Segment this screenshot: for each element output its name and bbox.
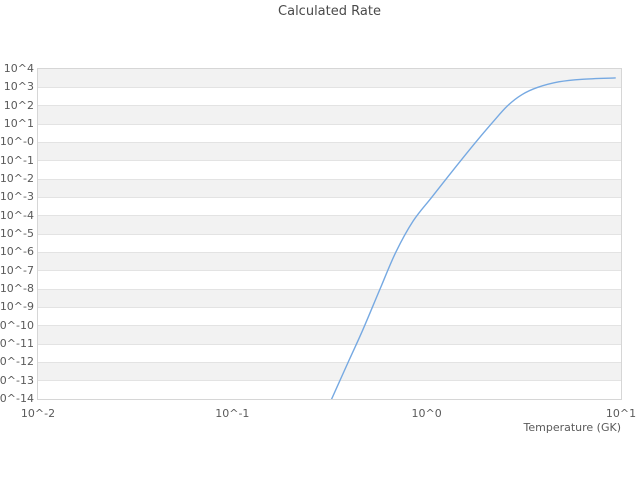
y-tick-label: 10^-13 [0,373,34,387]
gridline [38,288,621,290]
grid-band [38,344,621,363]
grid-band [38,197,621,216]
gridline [38,233,621,235]
x-tick-label: 10^1 [605,407,637,420]
rate-curve-layer [330,77,616,399]
rate-curve [330,77,616,399]
grid-band [38,289,621,308]
gridline [38,343,621,345]
gridline [38,325,621,327]
gridline [38,196,621,198]
y-tick-label: 10^-9 [0,300,34,314]
y-tick-label: 10^4 [3,62,34,75]
y-tick-label: 10^-6 [0,245,34,259]
y-tick-label: 10^-7 [0,263,34,277]
grid-band [38,270,621,289]
grid-band [38,105,621,124]
grid-band [38,124,621,143]
gridline [38,306,621,308]
y-tick-label: 10^-5 [0,227,34,240]
grid-band [38,234,621,253]
y-tick-label: 10^-2 [0,172,34,185]
gridline [38,123,621,125]
grid-band [38,142,621,161]
y-tick-label: 10^-12 [0,355,34,369]
chart-title: Calculated Rate [278,4,381,19]
gridline [38,361,621,363]
y-tick-label: 10^1 [3,117,34,130]
y-tick-label: 10^-8 [0,282,34,295]
gridline [38,215,621,217]
plot-area [37,68,622,400]
y-tick-label: 10^-3 [0,190,34,204]
y-tick-label: 10^-11 [0,337,34,350]
x-tick-label: 10^-2 [20,407,56,420]
y-tick-label: 10^-1 [0,153,34,167]
y-tick-label: 10^-4 [0,208,34,222]
x-tick-label: 10^-1 [215,407,250,420]
gridline [38,141,621,143]
gridline [38,178,621,180]
grid-band [38,87,621,106]
x-axis-title: Temperature (GK) [523,421,622,434]
gridline [38,270,621,272]
grid-band [38,69,621,88]
grid-band [38,362,621,381]
y-tick-label: 10^-14 [0,392,34,405]
grid-band [38,325,621,344]
grid-band [38,160,621,179]
gridline [38,380,621,382]
grid-band [38,215,621,234]
gridline [38,86,621,88]
gridline [38,251,621,253]
grid-band [38,179,621,198]
y-tick-label: 10^3 [3,80,34,94]
grid-band [38,252,621,271]
gridline [38,160,621,162]
x-tick-label: 10^0 [411,407,442,420]
grid-band [38,307,621,326]
y-tick-label: 10^2 [3,98,34,112]
y-tick-label: 10^-0 [0,135,34,149]
gridline [38,105,621,107]
grid-band [38,380,621,399]
y-tick-label: 10^-10 [0,318,34,332]
